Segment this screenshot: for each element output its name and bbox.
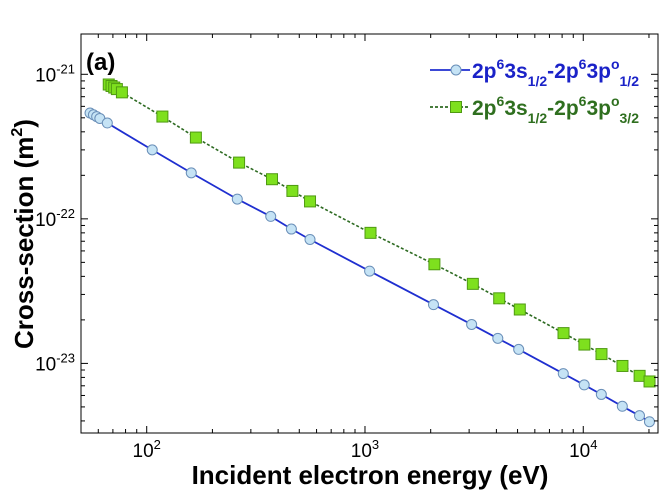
- series-1-marker: [643, 416, 655, 428]
- legend-label-part: 6: [497, 56, 505, 72]
- series-2-marker: [156, 110, 169, 123]
- series-1-marker: [146, 144, 158, 156]
- series-1-marker: [304, 233, 316, 245]
- series-1-marker: [364, 265, 376, 277]
- legend-label-part: 3p: [586, 60, 611, 83]
- x-tick-label-base: 10: [133, 441, 154, 462]
- y-axis-title-sup: 2: [9, 128, 26, 137]
- series-2-marker: [115, 86, 128, 99]
- series-1-marker: [231, 193, 243, 205]
- legend-label-part: 3/2: [620, 110, 640, 126]
- x-tick-label-base: 10: [351, 441, 372, 462]
- series-1-marker: [492, 332, 504, 344]
- x-tick-label-exp: 3: [372, 437, 379, 452]
- y-tick-label-exp: -23: [56, 350, 75, 365]
- series-1-marker: [634, 410, 646, 422]
- y-tick-label-exp: -21: [56, 61, 75, 76]
- series-2-marker: [493, 292, 506, 305]
- series-1-marker: [595, 388, 607, 400]
- legend-label-part: 6: [579, 93, 587, 109]
- series-1-marker: [427, 299, 439, 311]
- legend-label-part: o: [611, 93, 620, 109]
- series-2-marker: [428, 258, 441, 271]
- legend-label-part: 1/2: [528, 110, 548, 126]
- series-2-marker: [233, 156, 246, 169]
- y-axis-title: Cross-section (m2): [9, 119, 39, 349]
- plot-frame: [80, 33, 659, 434]
- panel-label: (a): [86, 49, 115, 76]
- x-tick-label-base: 10: [569, 441, 590, 462]
- series-2-marker: [616, 359, 629, 372]
- series-1-marker: [616, 400, 628, 412]
- legend-label-part: 6: [497, 93, 505, 109]
- legend-1-label: 2p63s1/2-2p63po1/2: [472, 56, 639, 89]
- series-1-marker: [557, 368, 569, 380]
- series-2-marker: [286, 184, 299, 197]
- series-2-marker: [189, 131, 202, 144]
- series-2-marker: [557, 327, 570, 340]
- legend-label-part: -2p: [547, 60, 579, 83]
- legend-label-part: o: [611, 56, 620, 72]
- y-tick-label-base: 10: [35, 210, 56, 231]
- legend-label-part: 3s: [504, 97, 527, 120]
- legend-label-part: 1/2: [620, 73, 640, 89]
- x-axis-title: Incident electron energy (eV): [192, 460, 549, 490]
- series-2-marker: [595, 348, 608, 361]
- y-axis-title-main: Cross-section (m: [9, 137, 39, 349]
- series-2-marker: [633, 369, 646, 382]
- legend-label-part: -2p: [547, 97, 579, 120]
- series-layer: [84, 78, 656, 428]
- legend-label-part: 3s: [504, 60, 527, 83]
- y-tick-label-base: 10: [35, 354, 56, 375]
- series-2-marker: [266, 173, 279, 186]
- legend-2-label: 2p63s1/2-2p63po3/2: [472, 93, 639, 126]
- y-tick-label: 10-21: [35, 61, 75, 86]
- legend-2-marker: [450, 101, 462, 113]
- series-1-marker: [101, 117, 113, 129]
- y-tick-label-base: 10: [35, 65, 56, 86]
- legend-label-part: 1/2: [528, 73, 548, 89]
- series-1-marker: [185, 167, 197, 179]
- series-2-marker: [513, 303, 526, 316]
- y-tick-label: 10-22: [35, 206, 75, 231]
- x-tick-label-exp: 2: [154, 437, 161, 452]
- series-2-marker: [466, 277, 479, 290]
- legend-1-marker: [450, 64, 462, 76]
- y-tick-label: 10-23: [35, 350, 75, 375]
- legend-label-part: 2p: [472, 60, 497, 83]
- x-tick-label: 102: [133, 437, 161, 462]
- x-tick-label-exp: 4: [590, 437, 597, 452]
- legend-label-part: 3p: [586, 97, 611, 120]
- y-axis-title-close: ): [9, 119, 39, 128]
- series-2-marker: [304, 195, 317, 208]
- series-1-marker: [265, 210, 277, 222]
- x-tick-label: 103: [351, 437, 379, 462]
- series-1-marker: [466, 318, 478, 330]
- series-1-marker: [285, 223, 297, 235]
- y-tick-label-exp: -22: [56, 206, 75, 221]
- series-2-marker: [643, 375, 656, 388]
- series-2-marker: [364, 226, 377, 239]
- legend-label-part: 2p: [472, 97, 497, 120]
- series-1-marker: [513, 343, 525, 355]
- series-1-marker: [578, 379, 590, 391]
- legend-label-part: 6: [579, 56, 587, 72]
- series-2-marker: [578, 338, 591, 351]
- x-tick-label: 104: [569, 437, 597, 462]
